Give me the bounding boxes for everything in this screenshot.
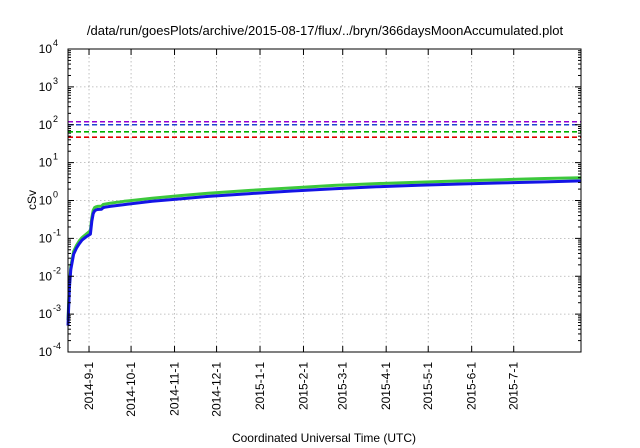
series-lines xyxy=(66,176,582,326)
y-tick-exponent: 4 xyxy=(53,38,58,48)
y-tick-exponent: 2 xyxy=(53,114,58,124)
x-tick-label: 2014-11-1 xyxy=(168,362,182,416)
y-tick-label: 10 xyxy=(39,345,53,359)
x-tick-label: 2014-12-1 xyxy=(210,362,224,417)
y-tick-label: 10 xyxy=(39,269,53,283)
x-tick-label: 2014-10-1 xyxy=(124,362,138,417)
x-axis-label: Coordinated Universal Time (UTC) xyxy=(232,431,416,445)
y-tick-exponent: 0 xyxy=(53,190,58,200)
x-tick-label: 2015-2-1 xyxy=(296,362,310,410)
x-tick-label: 2015-4-1 xyxy=(379,362,393,410)
x-tick-label: 2015-5-1 xyxy=(421,362,435,410)
x-tick-label: 2015-1-1 xyxy=(253,362,267,410)
x-tick-label: 2015-6-1 xyxy=(465,362,479,410)
y-tick-exponent: -4 xyxy=(53,341,61,351)
reference-lines xyxy=(68,120,581,138)
chart-title: /data/run/goesPlots/archive/2015-08-17/f… xyxy=(87,23,564,38)
y-tick-exponent: -1 xyxy=(53,227,61,237)
y-tick-exponent: 1 xyxy=(53,152,58,162)
y-tick-label: 10 xyxy=(39,231,53,245)
x-axis-ticks: 2014-9-1 2014-10-1 2014-11-1 2014-12-1 2015-… xyxy=(82,49,521,417)
y-tick-label: 10 xyxy=(39,307,53,321)
y-tick-label: 10 xyxy=(39,194,53,208)
y-axis-label: cSv xyxy=(25,190,39,210)
y-tick-label: 10 xyxy=(39,42,53,56)
y-tick-exponent: -3 xyxy=(53,303,61,313)
y-tick-exponent: 3 xyxy=(53,76,58,86)
x-tick-label: 2015-7-1 xyxy=(507,362,521,410)
y-tick-exponent: -2 xyxy=(53,265,61,275)
y-tick-label: 10 xyxy=(39,80,53,94)
y-tick-label: 10 xyxy=(39,156,53,170)
y-tick-label: 10 xyxy=(39,118,53,132)
series-line-accumulated-green xyxy=(66,176,582,321)
series-line-accumulated-blue xyxy=(66,179,582,326)
x-tick-label: 2014-9-1 xyxy=(82,362,96,410)
x-tick-label: 2015-3-1 xyxy=(336,362,350,410)
